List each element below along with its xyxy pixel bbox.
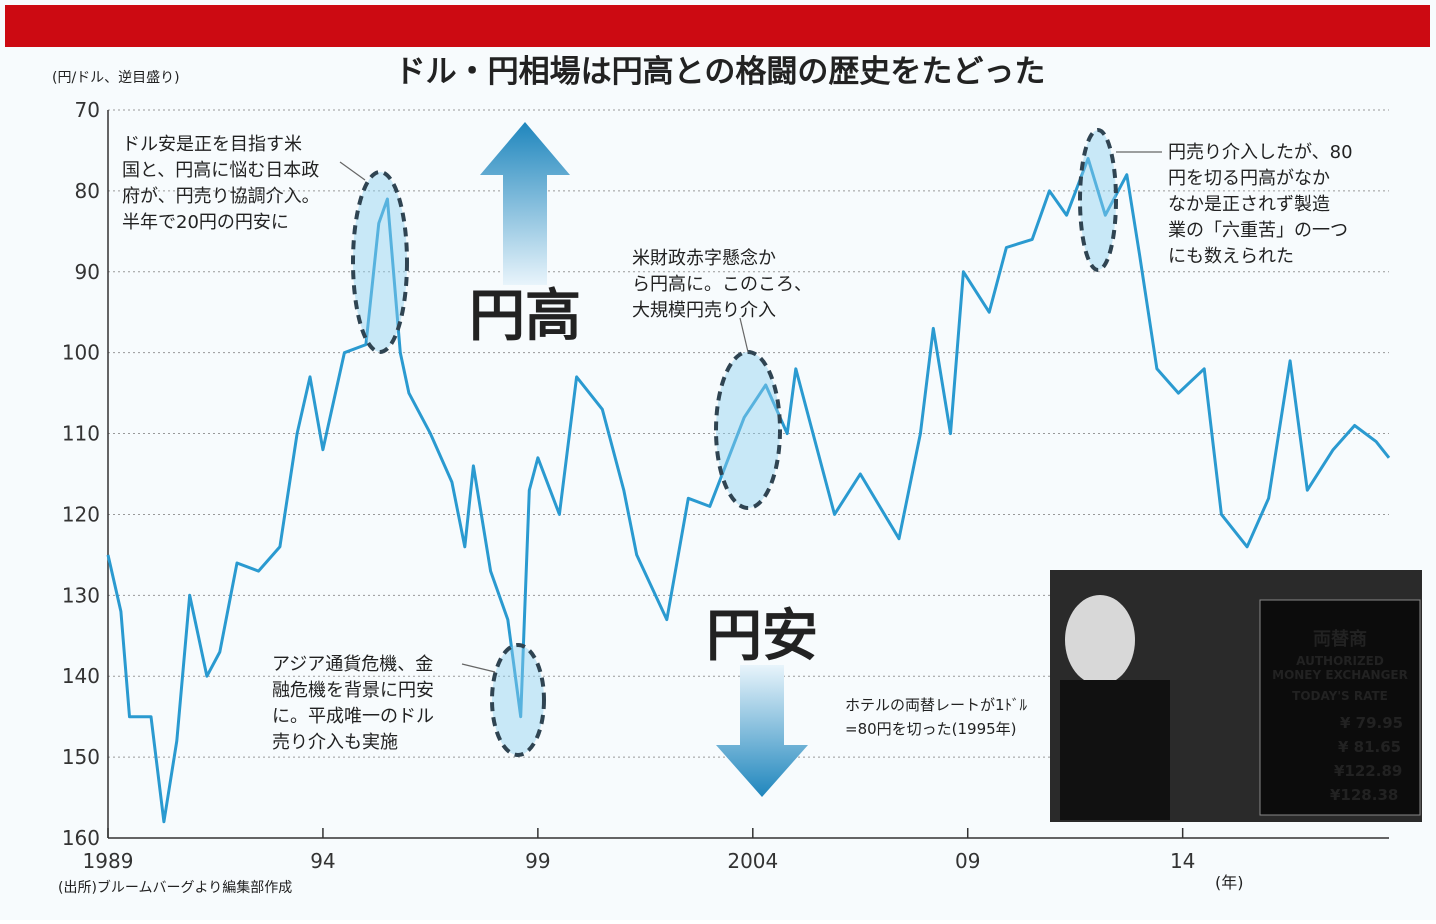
annotation-line: アジア通貨危機、金 [272, 654, 433, 675]
annotation-line: 府が、円売り協調介入。 [122, 186, 320, 207]
annotation-line: なか是正されず製造 [1168, 194, 1330, 215]
y-tick-label: 80 [75, 179, 100, 203]
arrow-down [716, 665, 808, 797]
annotation: ドル安是正を目指す米 国と、円高に悩む日本政 府が、円売り協調介入。 半年で20… [122, 134, 325, 233]
annotation-line: 大規模円売り介入 [632, 300, 776, 321]
y-tick-label: 70 [75, 98, 100, 122]
chart-title: ドル・円相場は円高との格闘の歴史をたどった [395, 54, 1046, 90]
y-tick-label: 140 [62, 664, 100, 688]
annotation-line: ら円高に。このころ、 [632, 274, 812, 295]
y-tick-label: 90 [75, 260, 100, 284]
photo-figure [1060, 680, 1170, 820]
annotation-line: 国と、円高に悩む日本政 [122, 160, 319, 181]
photo-text: ¥ 81.65 [1338, 738, 1401, 756]
x-tick-label: 14 [1170, 849, 1195, 873]
photo-text: ¥128.38 [1330, 786, 1398, 804]
photo-text: AUTHORIZED [1296, 654, 1384, 668]
y-axis-label: (円/ドル、逆目盛り) [52, 70, 180, 86]
x-tick-label: 2004 [727, 849, 778, 873]
big-label-down: 円安 [706, 604, 818, 669]
y-tick-label: 100 [62, 341, 100, 365]
line [106, 157, 1391, 824]
caption-line: ホテルの両替レートが1ﾄﾞﾙ [845, 696, 1028, 714]
photo-board [1259, 599, 1421, 816]
x-axis-label: (年) [1215, 873, 1244, 892]
annotation: 円売り介入したが、80 円を切る円高がなか なか是正されず製造 業の「六重苦」の… [1168, 142, 1358, 267]
annotation-line: 業の「六重苦」の一つ [1168, 220, 1348, 241]
annotation-line: 米財政赤字懸念か [632, 247, 776, 269]
header-bar [5, 5, 1430, 47]
annotation-line: ドル安是正を目指す米 [122, 134, 302, 155]
photo-caption: ホテルの両替レートが1ﾄﾞﾙ =80円を切った(1995年) [845, 696, 1032, 738]
photo-figure [1065, 595, 1135, 685]
leader-line [461, 663, 496, 673]
photo-text: ¥ 79.95 [1340, 714, 1403, 732]
annotation-line: に。平成唯一のドル [272, 706, 434, 727]
annotation-line: にも数えられた [1168, 246, 1294, 267]
highlight [714, 350, 782, 510]
annotation: アジア通貨危機、金 融危機を背景に円安 に。平成唯一のドル 売り介入も実施 [272, 654, 440, 753]
source: (出所)ブルームバーグより編集部作成 [58, 879, 292, 896]
highlight [351, 170, 409, 354]
y-tick-label: 150 [62, 745, 100, 769]
y-tick-label: 120 [62, 502, 100, 526]
highlight [490, 643, 546, 757]
x-tick-label: 1989 [83, 849, 134, 873]
photo: 両替商 AUTHORIZED MONEY EXCHANGER TODAY'S R… [1050, 570, 1422, 822]
caption-line: =80円を切った(1995年) [845, 720, 1017, 738]
y-tick-label: 130 [62, 583, 100, 607]
y-tick-label: 110 [62, 422, 100, 446]
annotation-line: 円売り介入したが、80 [1168, 142, 1353, 163]
leader-line [339, 161, 366, 181]
annotation-line: 売り介入も実施 [272, 732, 398, 753]
photo-text: 両替商 [1313, 628, 1367, 650]
photo-text: ¥122.89 [1334, 762, 1402, 780]
highlight [1078, 128, 1118, 272]
photo-text: TODAY'S RATE [1292, 689, 1388, 703]
arrow-up [480, 122, 570, 285]
x-tick-label: 99 [525, 849, 550, 873]
big-label-up: 円高 [469, 284, 581, 349]
photo-text: MONEY EXCHANGER [1272, 668, 1408, 682]
annotation-line: 円を切る円高がなか [1168, 168, 1330, 189]
y-tick-label: 160 [62, 826, 100, 850]
annotation-line: 融危機を背景に円安 [272, 680, 434, 701]
annotation: 米財政赤字懸念か ら円高に。このころ、 大規模円売り介入 [632, 247, 818, 321]
annotation-line: 半年で20円の円安に [122, 212, 289, 233]
x-tick-label: 09 [955, 849, 980, 873]
leader-line [739, 317, 749, 353]
x-tick-label: 94 [310, 849, 335, 873]
